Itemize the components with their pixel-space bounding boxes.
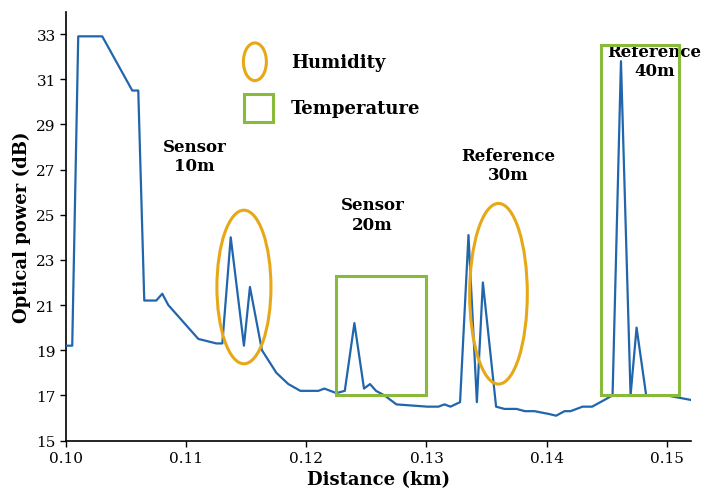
- Text: Humidity: Humidity: [291, 54, 385, 72]
- Bar: [600, 46, 679, 396]
- Text: Temperature: Temperature: [291, 100, 420, 118]
- Text: Reference
40m: Reference 40m: [607, 44, 701, 80]
- Text: Reference
30m: Reference 30m: [461, 147, 555, 184]
- Y-axis label: Optical power (dB): Optical power (dB): [12, 131, 31, 322]
- Bar: [337, 276, 426, 396]
- Text: Sensor
20m: Sensor 20m: [340, 197, 404, 233]
- Text: Sensor
10m: Sensor 10m: [163, 138, 227, 175]
- X-axis label: Distance (km): Distance (km): [307, 470, 450, 488]
